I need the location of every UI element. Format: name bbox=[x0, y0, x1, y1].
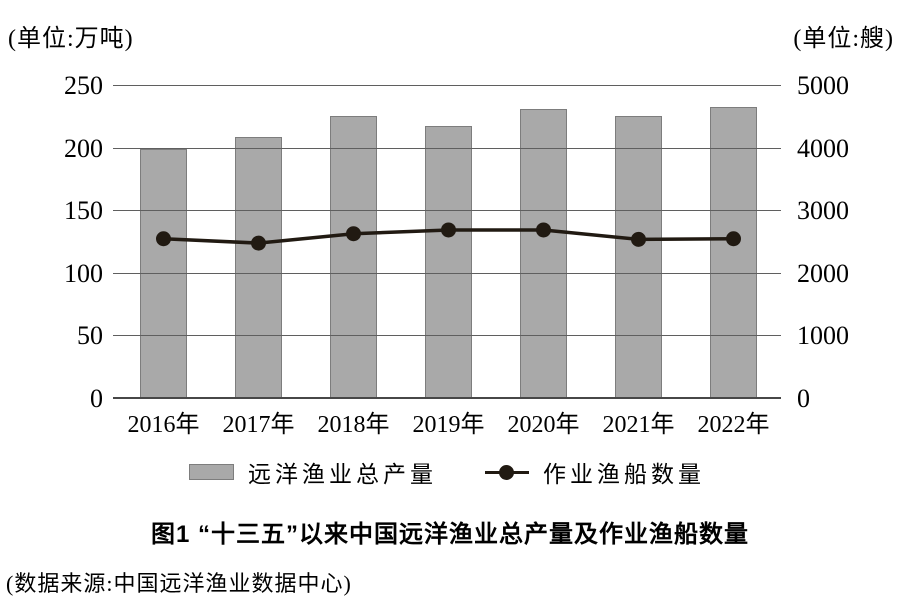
legend-item-vessels: 作业渔船数量 bbox=[485, 455, 705, 489]
bar bbox=[520, 109, 567, 399]
left-axis-tick-label: 250 bbox=[64, 71, 103, 100]
x-axis-label: 2022年 bbox=[697, 412, 770, 438]
left-axis-tick-label: 150 bbox=[64, 196, 103, 225]
line-series bbox=[156, 222, 741, 251]
legend-label-vessels: 作业渔船数量 bbox=[543, 462, 705, 487]
x-axis-label: 2020年 bbox=[507, 412, 580, 438]
right-axis-tick-label: 2000 bbox=[797, 259, 849, 288]
x-axis-labels: 2016年 2017年 2018年 2019年 2020年 2021年 2022年 bbox=[113, 404, 781, 438]
bar bbox=[330, 116, 377, 399]
legend-label-production: 远洋渔业总产量 bbox=[248, 462, 437, 487]
right-axis-tick-label: 4000 bbox=[797, 134, 849, 163]
right-axis-tick-label: 0 bbox=[797, 384, 810, 413]
bar bbox=[140, 149, 187, 399]
bar bbox=[615, 116, 662, 399]
figure-title: 图1 “十三五”以来中国远洋渔业总产量及作业渔船数量 bbox=[150, 521, 749, 548]
left-axis-tick-label: 100 bbox=[64, 259, 103, 288]
left-axis-tick-label: 50 bbox=[77, 321, 103, 350]
bar bbox=[425, 126, 472, 399]
bar bbox=[710, 107, 757, 399]
left-axis-tick-label: 200 bbox=[64, 134, 103, 163]
legend: 远洋渔业总产量 作业渔船数量 bbox=[113, 455, 781, 489]
x-axis-label: 2019年 bbox=[412, 412, 485, 438]
data-source-note: (数据来源:中国远洋渔业数据中心) bbox=[6, 571, 352, 596]
x-axis-label: 2016年 bbox=[127, 412, 200, 438]
line-point bbox=[631, 231, 646, 247]
line-point bbox=[726, 231, 741, 247]
right-axis-tick-label: 3000 bbox=[797, 196, 849, 225]
line-marker-icon bbox=[499, 464, 514, 480]
x-axis-label: 2021年 bbox=[602, 412, 675, 438]
bar bbox=[235, 137, 282, 399]
line-point bbox=[251, 235, 266, 251]
x-axis-label: 2017年 bbox=[222, 412, 295, 438]
right-axis-tick-labels: 0 1000 2000 3000 4000 5000 bbox=[797, 0, 897, 420]
right-axis-unit-label: (单位:艘) bbox=[793, 26, 894, 52]
right-axis-tick-label: 1000 bbox=[797, 321, 849, 350]
left-axis-tick-labels: 0 50 100 150 200 250 bbox=[0, 0, 103, 420]
left-axis-tick-label: 0 bbox=[90, 384, 103, 413]
x-axis-label: 2018年 bbox=[317, 412, 390, 438]
bar-series bbox=[113, 86, 781, 399]
legend-item-production: 远洋渔业总产量 bbox=[189, 455, 437, 489]
plot-area bbox=[113, 85, 781, 399]
line-point bbox=[441, 222, 456, 238]
left-axis-unit-label: (单位:万吨) bbox=[8, 26, 134, 52]
bar-swatch-icon bbox=[189, 464, 234, 480]
right-axis-tick-label: 5000 bbox=[797, 71, 849, 100]
line-dot-icon bbox=[485, 464, 529, 480]
line-point bbox=[536, 222, 551, 238]
line-point bbox=[346, 226, 361, 242]
line-point bbox=[156, 231, 171, 247]
